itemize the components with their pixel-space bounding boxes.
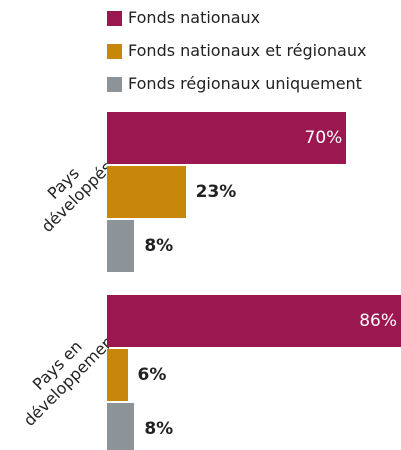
value-label: 23% xyxy=(195,182,237,202)
bar xyxy=(107,403,135,450)
bar xyxy=(107,295,401,347)
legend-swatch xyxy=(107,77,122,92)
value-label: 86% xyxy=(359,311,397,331)
legend-swatch xyxy=(107,44,122,59)
legend-label: Fonds nationaux et régionaux xyxy=(128,41,367,60)
legend-label: Fonds régionaux uniquement xyxy=(128,74,362,93)
category-label: Pays en développement xyxy=(19,327,122,430)
category-label: Pays développés xyxy=(37,157,116,236)
legend-label: Fonds nationaux xyxy=(128,8,261,27)
value-label: 6% xyxy=(137,365,167,385)
bar xyxy=(107,112,347,164)
bar xyxy=(107,220,135,272)
bar xyxy=(107,166,186,218)
legend-swatch xyxy=(107,11,122,26)
value-label: 8% xyxy=(144,419,174,439)
value-label: 8% xyxy=(144,236,174,256)
bar xyxy=(107,349,128,401)
value-label: 70% xyxy=(304,128,343,148)
